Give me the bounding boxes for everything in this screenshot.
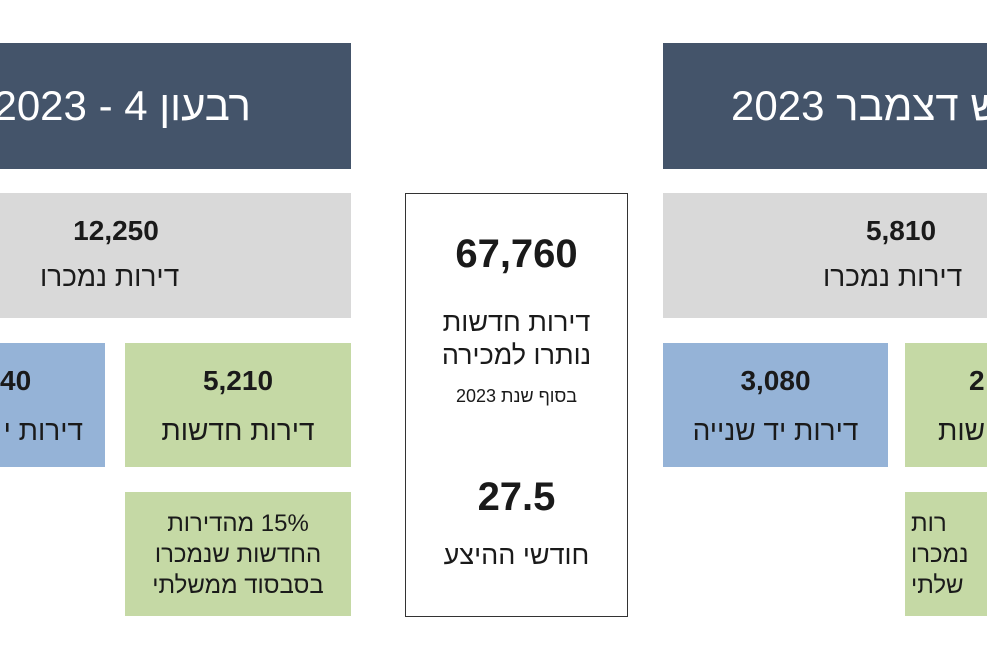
right-new-card: 2 שות xyxy=(905,343,987,467)
remaining-value: 67,760 xyxy=(455,232,578,276)
right-second-hand-card: 3,080 דירות יד שנייה xyxy=(663,343,888,467)
right-total-value: 5,810 xyxy=(865,215,937,246)
months-value: 27.5 xyxy=(477,475,556,519)
months-label: חודשי ההיצע xyxy=(443,540,590,570)
center-summary-card: 67,760 דירות חדשות נותרו למכירה בסוף שנת… xyxy=(405,193,628,617)
right-second-hand-value: 3,080 xyxy=(740,365,811,396)
left-header-title: רבעון 4 - 2023 xyxy=(0,82,251,129)
remaining-label: דירות חדשות נותרו למכירה xyxy=(441,307,592,370)
left-second-hand-card: 40 דירות י xyxy=(0,343,105,467)
left-new-label: דירות חדשות xyxy=(161,415,315,446)
left-second-hand-label: דירות י xyxy=(3,415,83,446)
left-new-card: 5,210 דירות חדשות xyxy=(125,343,351,467)
left-subsidy-note: 15% מהדירות החדשות שנמכרו בסבסוד ממשלתי xyxy=(152,510,324,599)
left-second-hand-value: 40 xyxy=(0,365,32,396)
left-subsidy-card: 15% מהדירות החדשות שנמכרו בסבסוד ממשלתי xyxy=(125,492,351,616)
left-total-card: 12,250 דירות נמכרו xyxy=(0,193,351,318)
right-total-card: 5,810 דירות נמכרו xyxy=(663,193,987,318)
right-subsidy-card: רות נמכרו שלתי xyxy=(905,492,987,616)
remaining-sub: בסוף שנת 2023 xyxy=(455,386,578,406)
left-header: רבעון 4 - 2023 xyxy=(0,43,351,169)
right-total-label: דירות נמכרו xyxy=(823,261,963,292)
right-new-label: שות xyxy=(938,415,986,446)
right-subsidy-note: רות נמכרו שלתי xyxy=(911,510,969,599)
right-header-title: ש דצמבר 2023 xyxy=(731,82,987,129)
right-new-value: 2 xyxy=(969,365,985,396)
left-total-label: דירות נמכרו xyxy=(40,261,180,292)
left-total-value: 12,250 xyxy=(73,215,159,246)
left-new-value: 5,210 xyxy=(202,365,274,396)
right-header: ש דצמבר 2023 xyxy=(663,43,987,169)
right-second-hand-label: דירות יד שנייה xyxy=(692,415,859,446)
